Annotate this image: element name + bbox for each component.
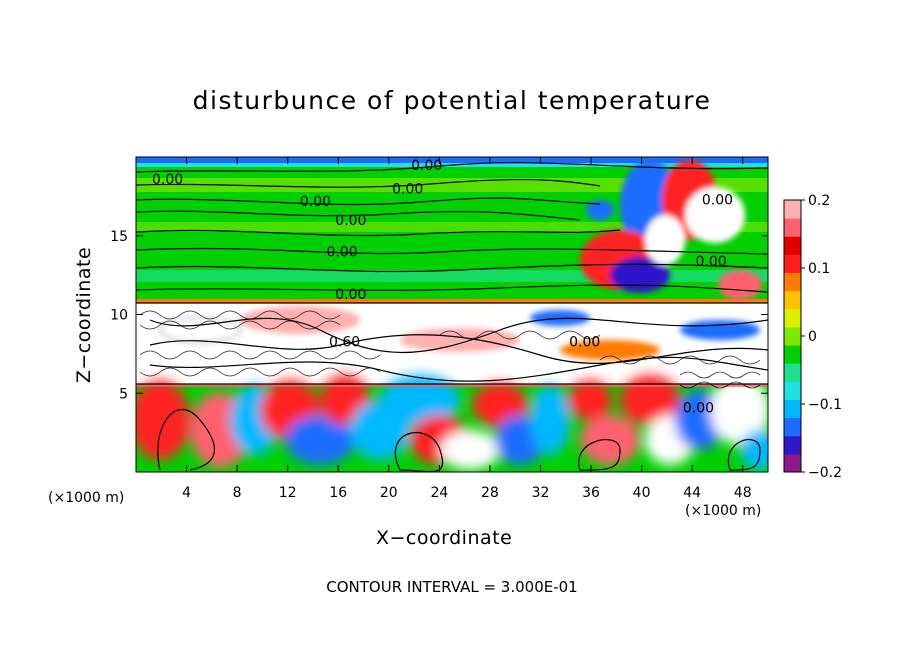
colorbar-tick-label: 0.2 <box>808 193 830 209</box>
inversion-line <box>136 384 768 387</box>
contour-label: 0.00 <box>326 245 357 261</box>
colorbar-swatch <box>784 363 801 382</box>
y-tick-label: 10 <box>110 308 128 324</box>
x-axis-units: (×1000 m) <box>685 503 762 519</box>
x-tick-label: 20 <box>380 485 398 501</box>
y-tick-label: 15 <box>110 229 128 245</box>
colorbar-swatch <box>784 417 801 437</box>
upper-layer-band <box>136 270 768 282</box>
chart-title: disturbunce of potential temperature <box>192 86 712 115</box>
contour-label: 0.00 <box>152 172 183 188</box>
colorbar-swatch <box>784 272 801 292</box>
y-axis-ticks: 5 10 15 <box>110 229 768 402</box>
upper-right-disturbance <box>580 160 762 300</box>
colorbar-swatch <box>784 200 801 219</box>
x-tick-label: 12 <box>279 485 297 501</box>
x-tick-label: 24 <box>430 485 448 501</box>
colorbar-swatch <box>784 435 801 455</box>
x-tick-label: 48 <box>734 485 752 501</box>
contour-label: 0.00 <box>392 182 423 198</box>
contour-label: 0.00 <box>411 158 442 174</box>
colorbar-swatch <box>784 290 801 310</box>
upper-layer-band <box>136 178 768 192</box>
contour-label: 0.60 <box>329 334 360 350</box>
upper-layer-band <box>136 222 768 232</box>
x-tick-label: 16 <box>329 485 347 501</box>
colorbar-swatch <box>784 326 801 346</box>
top-boundary-strip <box>136 157 768 163</box>
tropopause-line <box>136 299 768 303</box>
contour-label: 0.00 <box>569 334 600 350</box>
x-tick-label: 36 <box>582 485 600 501</box>
contour-label: 0.00 <box>335 287 366 303</box>
contour-label: 0.00 <box>683 400 714 416</box>
colorbar-swatch <box>784 345 801 364</box>
colorbar-swatch <box>784 308 801 328</box>
colorbar-tick-label: −0.1 <box>808 397 842 413</box>
x-tick-label: 32 <box>532 485 550 501</box>
lower-layer-blobs <box>136 375 768 470</box>
x-tick-label: 40 <box>633 485 651 501</box>
contour-labels: 0.000.000.000.000.000.000.000.000.000.00… <box>152 158 733 417</box>
y-axis-units: (×1000 m) <box>48 490 125 506</box>
y-axis-title: Z−coordinate <box>73 246 95 384</box>
colorbar-swatch <box>784 381 801 400</box>
colorbar-swatch <box>784 236 801 255</box>
contour-label: 0.00 <box>300 194 331 210</box>
x-tick-label: 8 <box>233 485 242 501</box>
x-axis-ticks: 4 8 12 16 20 24 28 32 36 40 44 48 <box>182 157 752 501</box>
colorbar-tick-label: 0.1 <box>808 261 830 277</box>
x-axis-title: X−coordinate <box>376 527 513 549</box>
x-tick-label: 4 <box>182 485 191 501</box>
y-tick-label: 5 <box>119 386 128 402</box>
contour-label: 0.00 <box>696 254 727 270</box>
colorbar-swatch <box>784 453 801 473</box>
colorbar-swatch <box>784 254 801 274</box>
x-tick-label: 28 <box>481 485 499 501</box>
contour-label: 0.00 <box>335 213 366 229</box>
field-layers <box>136 157 768 472</box>
contour-interval-note: CONTOUR INTERVAL = 3.000E-01 <box>326 578 578 596</box>
contour-label: 0.00 <box>702 193 733 209</box>
colorbar-tick-label: 0 <box>808 329 817 345</box>
colorbar-swatch <box>784 399 801 419</box>
colorbar-tick-label: −0.2 <box>808 465 842 481</box>
dense-contour-cluster <box>139 310 761 389</box>
colorbar-swatch <box>784 218 801 237</box>
colorbar: 0.2 0.1 0 −0.1 −0.2 <box>783 193 842 481</box>
x-tick-label: 44 <box>683 485 701 501</box>
